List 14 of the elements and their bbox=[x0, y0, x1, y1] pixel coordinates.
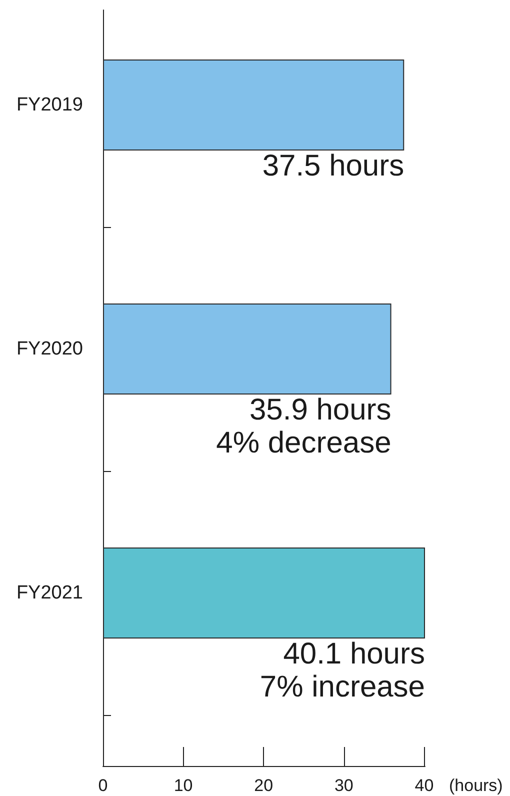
data-label: 37.5 hours bbox=[262, 150, 404, 182]
x-tick-label: 0 bbox=[98, 776, 108, 795]
x-axis-title: (hours) bbox=[449, 776, 503, 795]
x-tick-label: 40 bbox=[414, 776, 434, 795]
y-tick-label: FY2021 bbox=[16, 582, 83, 604]
data-label: 35.9 hours bbox=[249, 394, 392, 426]
x-tick-label: 10 bbox=[174, 776, 193, 795]
x-tick-label: 20 bbox=[254, 776, 274, 795]
annotation: 4% decrease bbox=[216, 426, 392, 460]
data-label: 40.1 hours bbox=[283, 638, 425, 670]
y-tick-label: FY2020 bbox=[16, 338, 83, 360]
y-tick-label: FY2019 bbox=[16, 94, 83, 116]
annotation: 7% increase bbox=[260, 670, 425, 704]
x-tick-label: 30 bbox=[334, 776, 354, 795]
